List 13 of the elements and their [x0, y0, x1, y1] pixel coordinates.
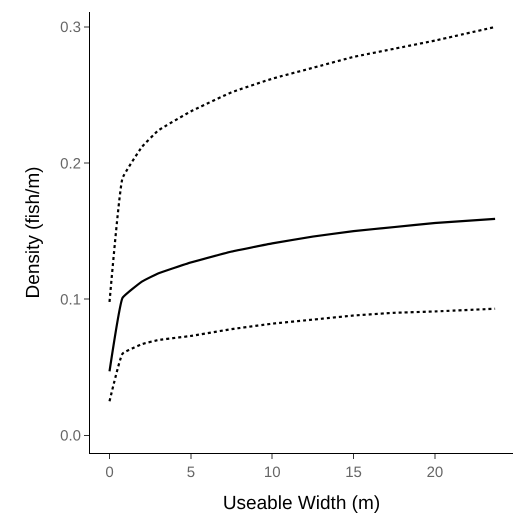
y-tick-label: 0.3 — [60, 19, 81, 36]
line-series — [108, 218, 496, 372]
y-tick-label: 0.1 — [60, 291, 81, 308]
x-tick-label: 0 — [105, 464, 114, 481]
y-axis-title: Density (fish/m) — [22, 166, 44, 298]
y-tick-label: 0.0 — [60, 428, 81, 445]
x-tick-label: 15 — [345, 464, 362, 481]
y-tick-label: 0.2 — [60, 155, 81, 172]
x-tick-label: 10 — [264, 464, 281, 481]
x-tick-label: 5 — [186, 464, 196, 481]
line-series — [108, 308, 496, 402]
x-axis-title: Useable Width (m) — [222, 492, 380, 514]
x-tick-label: 20 — [426, 464, 444, 481]
